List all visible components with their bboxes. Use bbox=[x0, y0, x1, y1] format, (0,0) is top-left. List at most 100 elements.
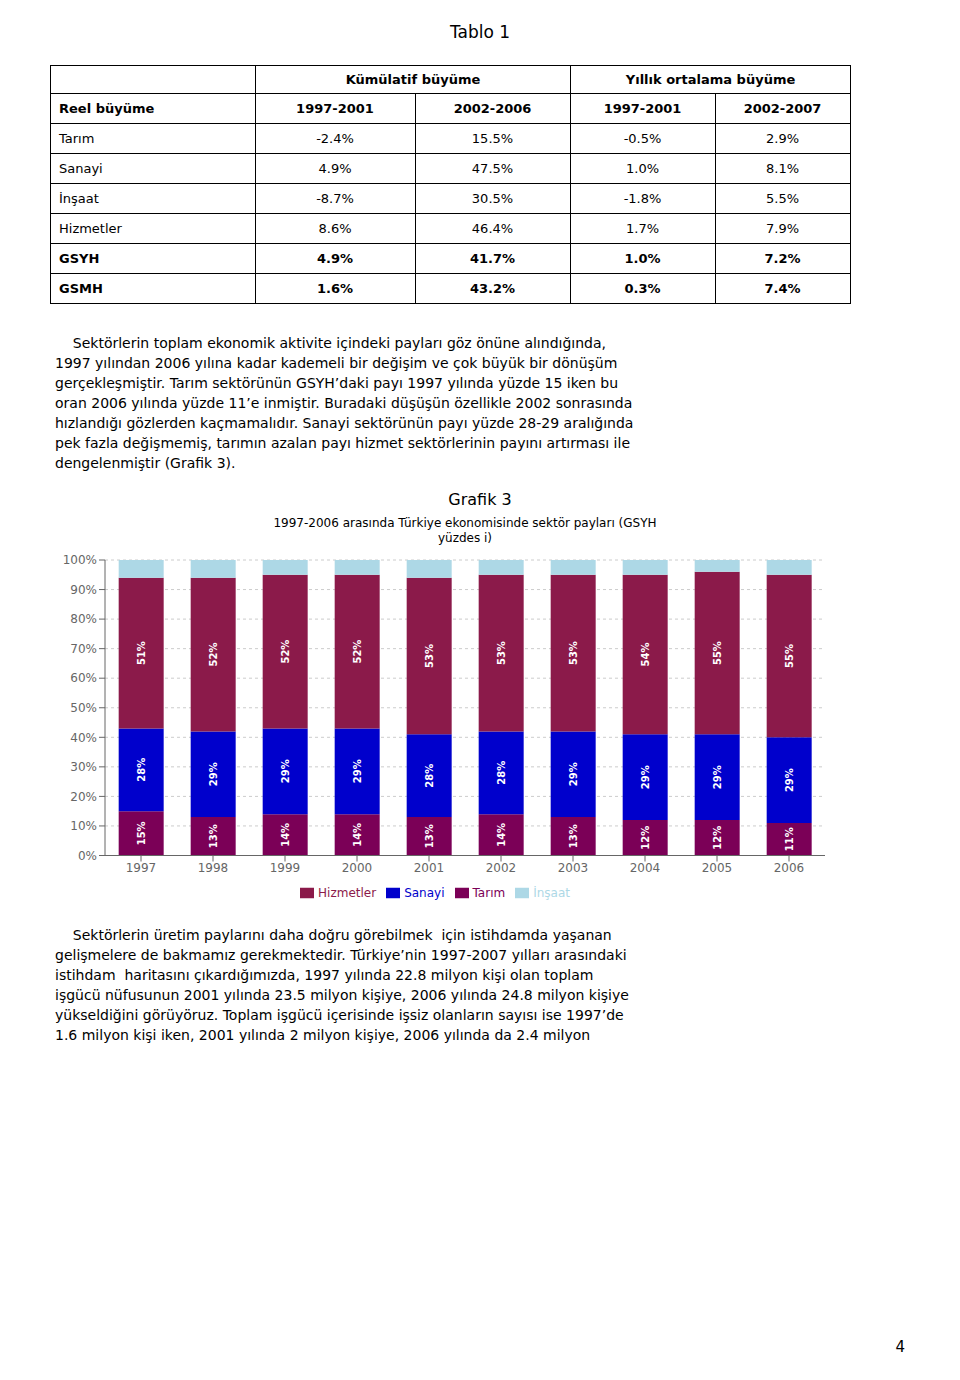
svg-text:14%: 14% bbox=[280, 823, 291, 847]
html-text:İnşaat: İnşaat bbox=[59, 191, 99, 206]
html-text:Reel büyüme: Reel büyüme bbox=[59, 101, 155, 116]
svg-text:53%: 53% bbox=[568, 641, 579, 665]
html-text:4.9%: 4.9% bbox=[317, 251, 353, 266]
svg-text:29%: 29% bbox=[784, 768, 795, 792]
html-text:Sanayi: Sanayi bbox=[59, 161, 103, 176]
svg-text:29%: 29% bbox=[640, 765, 651, 789]
html-text:gelişmelere de bakmamız gerekm: gelişmelere de bakmamız gerekmektedir. T… bbox=[55, 947, 627, 963]
html-text:hızlandığı gözlerden kaçmamalı: hızlandığı gözlerden kaçmamalıdır. Sanay… bbox=[55, 415, 634, 431]
html-text:pek fazla değişmemiş, tarımın: pek fazla değişmemiş, tarımın azalan pay… bbox=[55, 435, 630, 451]
svg-text:0%: 0% bbox=[78, 849, 97, 863]
svg-text:15%: 15% bbox=[136, 821, 147, 845]
svg-text:51%: 51% bbox=[136, 641, 147, 665]
svg-text:100%: 100% bbox=[63, 553, 97, 567]
svg-text:55%: 55% bbox=[784, 644, 795, 668]
html-text:41.7%: 41.7% bbox=[470, 251, 516, 266]
svg-text:13%: 13% bbox=[568, 824, 579, 848]
html-text:7.2%: 7.2% bbox=[764, 251, 801, 266]
html-text:istihdam haritasını çıkardığım: istihdam haritasını çıkardığımızda, 1997… bbox=[55, 967, 594, 983]
html-text:46.4%: 46.4% bbox=[471, 221, 514, 236]
svg-text:12%: 12% bbox=[640, 826, 651, 850]
html-text:GSMH: GSMH bbox=[59, 281, 103, 296]
svg-text:29%: 29% bbox=[208, 762, 219, 786]
svg-text:2000: 2000 bbox=[342, 861, 373, 875]
html-text:Kümülatif büyüme: Kümülatif büyüme bbox=[345, 72, 481, 87]
html-text:yükseldiğini görüyöruz. Toplam: yükseldiğini görüyöruz. Toplam işgücü iç… bbox=[55, 1007, 624, 1023]
svg-text:52%: 52% bbox=[280, 640, 291, 664]
html-text:işgücü nüfusunun 2001 yılında: işgücü nüfusunun 2001 yılında 23.5 milyo… bbox=[55, 987, 629, 1003]
svg-text:53%: 53% bbox=[496, 641, 507, 665]
svg-text:90%: 90% bbox=[70, 583, 97, 597]
html-text:1997-2001: 1997-2001 bbox=[603, 101, 682, 116]
svg-text:40%: 40% bbox=[70, 731, 97, 745]
html-text:-2.4%: -2.4% bbox=[316, 131, 354, 146]
svg-text:29%: 29% bbox=[568, 762, 579, 786]
svg-text:50%: 50% bbox=[70, 701, 97, 715]
svg-text:55%: 55% bbox=[712, 641, 723, 665]
html-text:GSYH: GSYH bbox=[59, 251, 100, 266]
html-text:dengelenmiştir (Grafik 3).: dengelenmiştir (Grafik 3). bbox=[55, 455, 236, 471]
svg-text:2006: 2006 bbox=[774, 861, 805, 875]
svg-text:30%: 30% bbox=[70, 760, 97, 774]
svg-text:2001: 2001 bbox=[414, 861, 445, 875]
html-text:1.0%: 1.0% bbox=[624, 251, 661, 266]
html-text:7.9%: 7.9% bbox=[766, 221, 799, 236]
svg-text:52%: 52% bbox=[208, 643, 219, 667]
html-text:gerçekleşmiştir. Tarım sektörü: gerçekleşmiştir. Tarım sektörünün GSYH’d… bbox=[55, 375, 619, 391]
html-text:Sektörlerin toplam ekonomik ak: Sektörlerin toplam ekonomik aktivite içi… bbox=[55, 335, 606, 351]
svg-text:29%: 29% bbox=[712, 765, 723, 789]
html-text:Yıllık ortalama büyüme: Yıllık ortalama büyüme bbox=[625, 72, 796, 87]
html-text:oran 2006 yılında yüzde 11’e i: oran 2006 yılında yüzde 11’e inmiştir. B… bbox=[55, 395, 633, 411]
html-text:Grafik 3: Grafik 3 bbox=[448, 490, 512, 509]
html-text:2002-2006: 2002-2006 bbox=[453, 101, 532, 116]
html-text:Tablo 1: Tablo 1 bbox=[449, 22, 511, 42]
svg-text:1999: 1999 bbox=[270, 861, 301, 875]
html-text:-0.5%: -0.5% bbox=[623, 131, 662, 146]
svg-text:80%: 80% bbox=[70, 612, 97, 626]
svg-text:54%: 54% bbox=[640, 643, 651, 667]
svg-text:2004: 2004 bbox=[630, 861, 661, 875]
svg-text:11%: 11% bbox=[784, 827, 795, 851]
svg-text:13%: 13% bbox=[424, 824, 435, 848]
html-text:1997-2001: 1997-2001 bbox=[296, 101, 374, 116]
svg-text:2005: 2005 bbox=[702, 861, 733, 875]
svg-text:52%: 52% bbox=[352, 640, 363, 664]
svg-text:14%: 14% bbox=[352, 823, 363, 847]
svg-text:70%: 70% bbox=[70, 642, 97, 656]
html-text:1.0%: 1.0% bbox=[626, 161, 659, 176]
html-text:30.5%: 30.5% bbox=[471, 191, 514, 206]
svg-text:28%: 28% bbox=[496, 761, 507, 785]
svg-text:60%: 60% bbox=[70, 671, 97, 685]
html-text:15.5%: 15.5% bbox=[471, 131, 514, 146]
html-text:8.6%: 8.6% bbox=[318, 221, 352, 236]
html-text:Tarım: Tarım bbox=[59, 131, 95, 146]
svg-text:1998: 1998 bbox=[198, 861, 229, 875]
html-text:8.1%: 8.1% bbox=[766, 161, 799, 176]
svg-text:10%: 10% bbox=[70, 819, 97, 833]
svg-text:12%: 12% bbox=[712, 826, 723, 850]
html-text:47.5%: 47.5% bbox=[471, 161, 514, 176]
svg-text:28%: 28% bbox=[424, 764, 435, 788]
html-text:-1.8%: -1.8% bbox=[623, 191, 662, 206]
svg-text:20%: 20% bbox=[70, 790, 97, 804]
svg-text:29%: 29% bbox=[352, 759, 363, 783]
html-text:2.9%: 2.9% bbox=[766, 131, 799, 146]
svg-text:1997: 1997 bbox=[126, 861, 157, 875]
html-text:1.7%: 1.7% bbox=[626, 221, 659, 236]
svg-text:2003: 2003 bbox=[558, 861, 589, 875]
svg-text:29%: 29% bbox=[280, 759, 291, 783]
html-text:1.6 milyon kişi iken, 2001 yıl: 1.6 milyon kişi iken, 2001 yılında 2 mil… bbox=[55, 1027, 591, 1043]
svg-text:13%: 13% bbox=[208, 824, 219, 848]
svg-text:14%: 14% bbox=[496, 823, 507, 847]
html-text:1.6%: 1.6% bbox=[317, 281, 353, 296]
html-text:4.9%: 4.9% bbox=[318, 161, 352, 176]
svg-text:28%: 28% bbox=[136, 758, 147, 782]
html-text:1997 yılından 2006 yılına kada: 1997 yılından 2006 yılına kadar kademeli… bbox=[55, 355, 618, 371]
html-text:-8.7%: -8.7% bbox=[316, 191, 354, 206]
html-text:Hizmetler: Hizmetler bbox=[59, 221, 122, 236]
html-text:2002-2007: 2002-2007 bbox=[743, 101, 822, 116]
html-text:5.5%: 5.5% bbox=[766, 191, 799, 206]
html-text:Sektörlerin üretim paylarını d: Sektörlerin üretim paylarını daha doğru … bbox=[55, 927, 612, 943]
svg-text:2002: 2002 bbox=[486, 861, 517, 875]
svg-text:53%: 53% bbox=[424, 644, 435, 668]
